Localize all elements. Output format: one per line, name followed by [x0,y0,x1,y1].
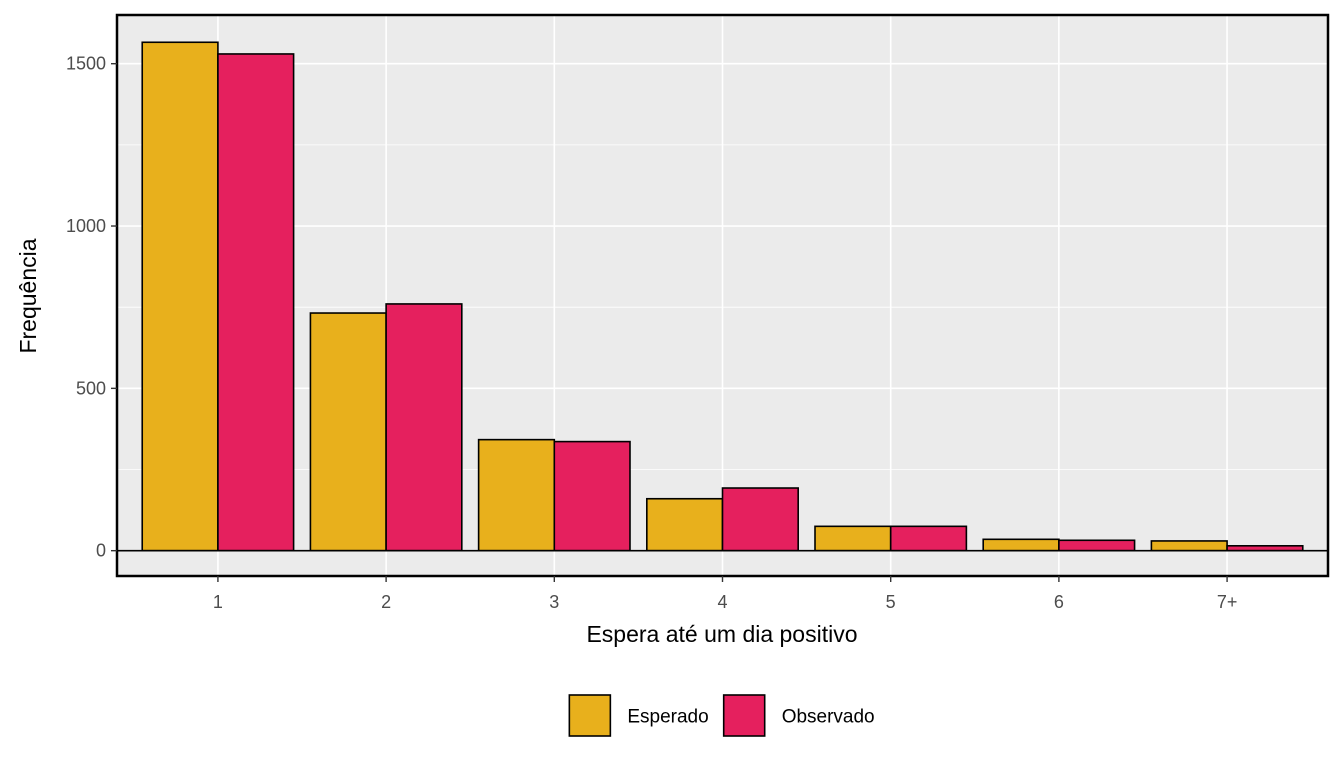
bar-esperado-5 [814,525,892,552]
x-tick-label: 6 [1054,592,1064,612]
bar-observado-4 [721,487,799,552]
y-tick-label: 1500 [66,54,106,74]
bar-esperado-4 [646,497,724,552]
bar-observado-6 [1058,539,1136,552]
x-axis-title: Espera até um dia positivo [586,621,857,647]
legend-key-observado [722,694,766,737]
x-tick-label: 3 [549,592,559,612]
bar-observado-1 [217,53,295,552]
bars [141,41,1304,552]
bar-observado-5 [889,525,968,552]
y-tick-label: 1000 [66,216,106,236]
x-tick-label: 5 [886,592,896,612]
bar-esperado-2 [309,312,387,552]
bar-observado-3 [553,440,631,552]
legend-label-esperado: Esperado [627,707,708,728]
x-axis: 1 2 3 4 5 6 7+ [213,576,1237,612]
y-axis-title: Frequência [15,238,41,353]
x-tick-label: 7+ [1217,592,1238,612]
bar-esperado-1 [141,41,219,552]
legend-key-esperado [568,694,612,737]
x-tick-label: 4 [717,592,727,612]
bar-observado-2 [385,303,463,552]
y-tick-label: 0 [96,541,106,561]
bar-esperado-6 [982,538,1060,552]
legend-label-observado: Observado [782,707,875,728]
x-tick-label: 2 [381,592,391,612]
x-tick-label: 1 [213,592,223,612]
bar-esperado-7+ [1150,540,1228,552]
bar-esperado-3 [477,438,556,552]
legend: Esperado Observado [568,694,875,737]
y-tick-label: 500 [76,378,106,398]
y-axis: 0 500 1000 1500 [66,54,117,561]
